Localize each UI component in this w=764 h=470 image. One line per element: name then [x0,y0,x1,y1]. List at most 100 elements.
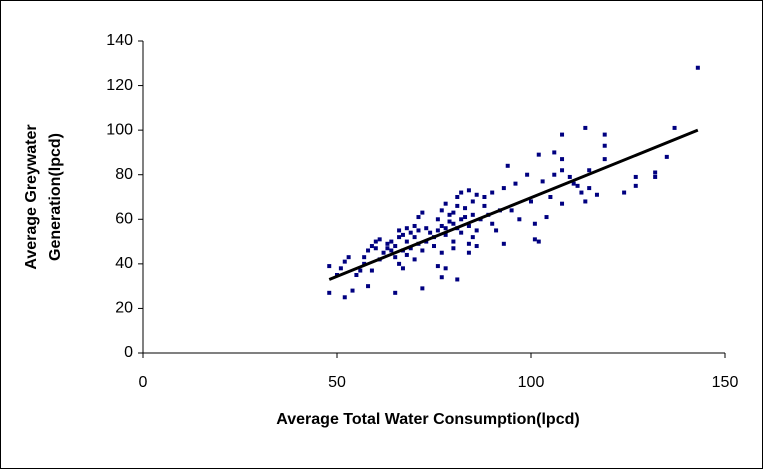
point [594,192,599,197]
point [583,199,588,204]
point [622,190,627,195]
point [633,183,638,188]
point [377,237,382,242]
y-tick-label: 0 [124,344,133,361]
point [366,248,371,253]
point [672,125,677,130]
point [412,257,417,262]
point [482,195,487,199]
point [463,215,468,220]
point [451,246,456,251]
point [602,143,607,148]
point [501,241,506,246]
point [338,266,343,271]
point [439,275,444,280]
point [466,250,471,255]
point [513,181,518,186]
point [501,186,506,191]
x-tick-label: 150 [712,374,739,391]
point [474,192,479,197]
y-tick-label: 120 [106,77,133,94]
x-tick-label: 100 [518,374,545,391]
point [400,266,405,271]
point [443,232,448,237]
point [532,237,537,242]
point [552,150,557,155]
point [529,199,533,204]
point [459,230,464,235]
point [474,244,479,249]
point [567,174,572,179]
point [466,223,471,228]
point [540,179,545,184]
point [412,235,417,240]
point [451,239,456,244]
point [369,244,374,249]
point [602,157,607,162]
point [466,188,471,193]
point [587,186,592,191]
point [602,132,607,137]
point [373,239,378,244]
point [420,210,425,215]
point [369,268,374,273]
point [455,203,460,208]
point [327,290,332,295]
point [443,266,448,271]
point [579,190,584,195]
point [397,228,402,233]
point [439,208,444,213]
point [664,154,669,159]
point [346,255,351,260]
point [470,235,475,240]
point [432,244,436,249]
point [455,277,460,282]
y-tick-label: 140 [106,32,133,49]
point [552,172,557,177]
point [424,226,429,231]
point [532,221,537,226]
point [408,246,413,251]
point [571,181,576,186]
point [389,248,394,253]
y-axis-title: Average Greywater [23,124,40,269]
point [482,203,487,208]
point [416,215,421,220]
y-tick-label: 40 [115,255,133,272]
y-axis-title: Generation(lpcd) [47,133,64,261]
point [408,230,413,235]
point [381,250,386,255]
point [536,239,541,244]
point [397,235,402,240]
point [420,286,425,291]
point [560,132,565,137]
point [536,152,541,157]
point [354,273,359,277]
y-tick-label: 80 [115,166,133,183]
point [548,195,553,199]
point [466,241,471,246]
point [490,190,495,195]
point [459,190,464,195]
point [443,226,448,231]
point [373,246,378,251]
point [342,259,347,264]
point [439,223,444,228]
point [404,226,409,231]
point [362,255,367,260]
point [385,246,390,251]
point [327,264,332,269]
point [587,168,592,173]
point [400,232,405,237]
point [435,217,440,222]
point [385,241,390,246]
y-tick-label: 20 [115,300,133,317]
point [544,215,549,220]
y-tick-label: 100 [106,121,133,138]
x-axis-title: Average Total Water Consumption(lpcd) [276,411,579,428]
point [490,221,495,226]
point [525,172,530,177]
point [397,261,402,266]
point [393,290,398,295]
